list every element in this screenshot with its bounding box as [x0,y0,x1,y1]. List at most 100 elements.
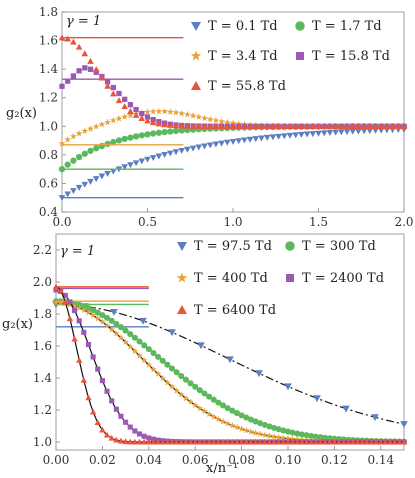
top-data-point [206,115,214,123]
bottom-data-point [363,438,371,445]
bottom-data-point [238,425,245,432]
bottom-data-point [210,438,217,445]
bottom-legend: T = 97.5 Td T = 300 Td T = 400 Td T = 2400 … [176,239,384,318]
bottom-data-point [215,415,222,423]
top-data-point [332,129,339,136]
top-data-point [241,122,248,129]
bottom-data-point [168,438,176,445]
top-data-point [235,138,242,145]
bottom-data-point [349,438,357,445]
top-legend-marker [296,52,304,60]
bottom-data-point [210,396,217,403]
top-data-point [189,122,197,129]
bottom-data-point [150,365,157,373]
bottom-data-point [168,383,176,390]
bottom-data-point [173,438,180,445]
bottom-data-point [145,438,152,445]
top-data-point [92,66,100,73]
top-data-point [355,128,362,135]
bottom-data-point [131,334,138,341]
top-data-point [70,188,77,195]
top-legend-marker [191,22,201,31]
top-data-point [115,114,123,122]
bottom-data-point [122,327,129,334]
bottom-data-point [266,432,273,439]
bottom-data-point [177,391,185,398]
bottom-data-point [173,369,180,376]
bottom-data-point [168,365,176,372]
bottom-data-point [113,436,120,443]
top-data-point [178,109,186,117]
top-y-tick-label: 0.4 [39,205,58,219]
top-legend: T = 0.1 Td T = 1.7 Td T = 3.4 Td T = 15.8 T… [190,19,390,94]
top-y-tick-label: 1.8 [39,5,58,19]
bottom-data-point [400,421,408,428]
top-legend-marker [295,21,305,31]
top-data-point [372,122,379,129]
top-data-point [275,133,282,140]
bottom-data-point [215,438,222,445]
top-data-point [298,131,305,138]
top-data-point [252,136,260,143]
top-data-point [64,191,71,198]
top-data-point [178,127,185,134]
bottom-data-point [196,438,204,445]
bottom-data-point [164,438,171,445]
top-data-point [349,122,356,129]
bottom-data-point [201,438,208,445]
top-data-point [144,131,151,138]
top-data-point [166,108,174,115]
bottom-legend-marker [176,272,188,283]
bottom-data-point [108,317,115,324]
top-data-point [349,128,356,135]
bottom-data-point [109,398,115,404]
bottom-data-point [326,438,333,445]
top-data-point [81,181,89,188]
bottom-data-point [196,404,204,412]
bottom-data-point [270,438,278,445]
bottom-data-point [159,438,166,445]
bottom-data-point [308,438,315,445]
top-data-point [132,160,140,167]
bottom-data-point [80,306,88,313]
top-data-point [172,108,180,116]
bottom-data-point [108,325,116,333]
top-data-point [269,122,277,129]
bottom-data-point [52,299,60,306]
bottom-data-point [108,434,115,441]
top-data-point [155,107,163,115]
bottom-data-point [359,438,366,445]
top-data-point [155,129,163,136]
top-data-point [93,145,100,152]
bottom-data-point [99,312,106,319]
bottom-data-point [233,423,241,431]
bottom-data-point [112,330,120,337]
bottom-x-tick-label: 0.04 [135,453,162,467]
top-data-point [92,176,100,183]
bottom-data-point [154,438,162,445]
top-x-tick-label: 2.0 [394,215,413,229]
top-data-point [76,68,82,74]
bottom-data-point [80,377,88,383]
bottom-legend-marker [285,241,295,251]
top-data-point [201,143,208,150]
top-y-tick-label: 0.6 [39,176,58,190]
bottom-y-tick-label: 1.2 [33,403,52,417]
bottom-data-point [85,394,92,401]
bottom-data-point [118,413,124,419]
bottom-plot-frame [55,233,405,451]
top-legend-label: T = 1.7 Td [312,19,382,34]
bottom-data-point [219,418,227,425]
bottom-x-tick-label: 0.00 [43,453,70,467]
top-data-point [81,127,89,135]
top-data-point [258,122,265,129]
top-data-point [127,108,134,114]
top-data-point [149,119,157,126]
top-data-point [127,162,134,169]
top-y-tick-label: 1.6 [39,34,58,48]
bottom-legend-label: T = 2400 Td [302,271,384,286]
bottom-data-point [275,433,283,441]
top-data-point [320,122,328,129]
top-y-tick-label: 0.8 [39,148,58,162]
bottom-data-point [57,287,64,294]
